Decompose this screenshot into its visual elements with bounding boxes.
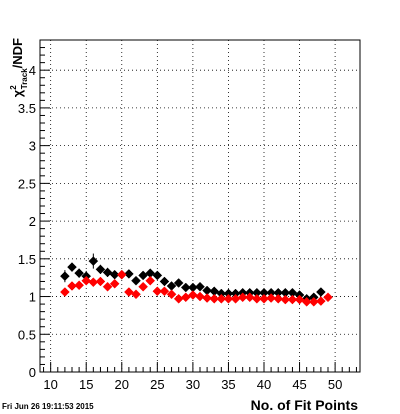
data-point [159,276,170,287]
data-point [323,292,333,303]
x-tick-label: 40 [257,377,271,392]
grid-lines [40,40,360,373]
data-point [180,282,191,293]
data-point [60,271,70,282]
data-point [273,293,284,304]
data-point [188,290,198,300]
data-point [308,296,319,307]
data-point [316,287,326,297]
data-point [74,268,84,279]
y-axis-title-sub: Track [20,68,29,89]
data-point [209,293,220,304]
data-point [195,291,205,302]
data-point [230,293,241,304]
data-point [109,278,120,289]
x-tick-label: 30 [186,377,200,392]
data-point [173,293,184,304]
data-point [67,262,77,272]
data-point [124,287,134,297]
x-axis-title: No. of Fit Points [251,397,359,413]
x-tick-label: 10 [43,377,57,392]
y-tick-label: 0 [29,365,36,380]
x-tick-label: 50 [328,377,342,392]
data-point [152,270,163,281]
plot-frame-rect [39,39,361,373]
data-point [202,293,212,303]
data-point [287,294,298,305]
data-point [138,281,148,292]
y-axis-title-sup: 2 [9,85,18,90]
x-tick-label: 35 [221,377,235,392]
data-point [152,286,163,297]
data-point [252,293,262,304]
data-point [81,275,92,286]
data-point [173,278,184,288]
data-point [67,281,77,291]
data-point [124,269,134,279]
data-point [102,281,113,292]
x-tick-label: 45 [292,377,306,392]
data-point [195,281,205,292]
x-tick-label: 15 [79,377,93,392]
data-point [159,286,170,297]
data-point [60,287,70,297]
data-point [244,292,255,303]
data-point [294,294,305,305]
data-point [259,293,269,304]
data-point [180,292,191,303]
x-tick-label: 20 [115,377,129,392]
data-point [316,296,326,306]
data-point [88,277,99,288]
timestamp: Fri Jun 26 19:11:53 2015 [2,402,94,411]
tick-labels: 10 15 20 25 30 35 40 45 50 0 0.5 1 1.5 2 2.5 3 3.5 4 [18,63,342,392]
data-point [145,275,156,286]
data-point [88,256,99,266]
data-point [301,296,312,307]
data-series [60,253,333,307]
y-tick-label: 0.5 [18,327,36,342]
data-point [166,289,177,300]
data-point [116,269,127,280]
red-series [60,269,333,307]
data-point [74,280,84,291]
data-point [95,276,106,287]
y-tick-label: 2 [29,214,36,229]
y-axis-title-chi: χ [10,89,25,97]
data-point [131,289,141,300]
y-tick-label: 2.5 [18,176,36,191]
data-point [237,292,248,303]
data-point [102,267,113,278]
y-tick-label: 3.5 [18,101,36,116]
y-tick-label: 4 [29,63,36,78]
data-point [280,294,291,305]
data-point [223,293,234,304]
plot-frame [39,39,361,373]
data-point [216,293,227,304]
data-point [266,293,276,303]
y-axis-title: χ2 Track/NDF [9,38,29,97]
y-tick-label: 1 [29,290,36,305]
data-point [95,264,106,275]
y-tick-label: 1.5 [18,252,36,267]
axis-ticks [40,39,357,373]
data-point [131,275,141,286]
y-tick-label: 3 [29,139,36,154]
x-tick-label: 25 [150,377,164,392]
y-axis-title-rest: /NDF [10,38,25,68]
data-point [138,270,148,281]
